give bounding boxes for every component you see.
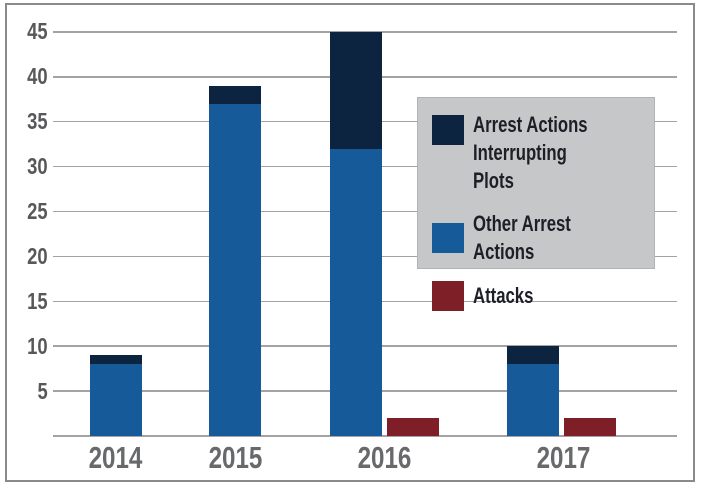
x-axis-line: [53, 435, 677, 437]
y-tick-label: 45: [0, 20, 48, 43]
legend-swatch-red: [432, 281, 464, 311]
x-tick-label: 2016: [314, 442, 454, 474]
legend-label: Attacks: [473, 283, 534, 308]
bar-segment-arrest-interrupting-plots: [329, 31, 382, 149]
x-tick-text: 2017: [536, 440, 590, 475]
bar-segment-other-arrest-actions: [507, 364, 559, 436]
x-tick-label: 2015: [165, 442, 305, 474]
x-tick-text: 2014: [88, 440, 143, 475]
x-tick-text: 2015: [208, 440, 262, 475]
y-tick-text: 35: [27, 108, 48, 135]
legend: Arrest Actions Interrupting Plots Other …: [417, 97, 655, 311]
bar-segment-other-arrest-actions: [89, 364, 142, 436]
legend-swatch-blue: [432, 223, 464, 253]
bar-attacks: [386, 418, 439, 436]
y-tick-label: 35: [0, 110, 48, 133]
legend-label: Other Arrest Actions: [473, 211, 571, 264]
y-tick-label: 10: [0, 332, 48, 359]
y-tick-text: 5: [37, 377, 48, 404]
x-tick-label: 2014: [46, 442, 186, 474]
y-tick-text: 30: [27, 153, 48, 180]
legend-item-attacks: Attacks: [432, 281, 654, 311]
bar-segment-other-arrest-actions: [329, 148, 382, 436]
y-tick-label: 15: [0, 287, 48, 314]
x-tick-label: 2017: [493, 442, 633, 474]
y-tick-label: 30: [0, 155, 48, 178]
y-tick-label: 25: [0, 200, 48, 223]
y-tick-text: 15: [27, 287, 48, 314]
legend-swatch-navy: [432, 115, 464, 145]
bar-segment-other-arrest-actions: [209, 103, 261, 436]
legend-item-arrest-interrupting: Arrest Actions Interrupting Plots: [432, 111, 654, 195]
y-tick-text: 20: [27, 242, 48, 269]
y-tick-text: 10: [27, 332, 48, 359]
y-tick-label: 40: [0, 65, 48, 88]
y-tick-text: 40: [27, 63, 48, 90]
y-tick-text: 25: [27, 198, 48, 224]
bar-attacks: [563, 418, 616, 436]
bar-segment-arrest-interrupting-plots: [209, 85, 261, 104]
bar-segment-arrest-interrupting-plots: [507, 346, 559, 365]
legend-item-other-arrest: Other Arrest Actions: [432, 210, 654, 266]
bar-segment-arrest-interrupting-plots: [89, 355, 142, 365]
x-tick-text: 2016: [357, 440, 411, 475]
legend-label: Arrest Actions Interrupting Plots: [473, 112, 588, 193]
y-tick-label: 20: [0, 242, 48, 269]
y-tick-label: 5: [0, 377, 48, 404]
y-tick-text: 45: [27, 18, 48, 45]
